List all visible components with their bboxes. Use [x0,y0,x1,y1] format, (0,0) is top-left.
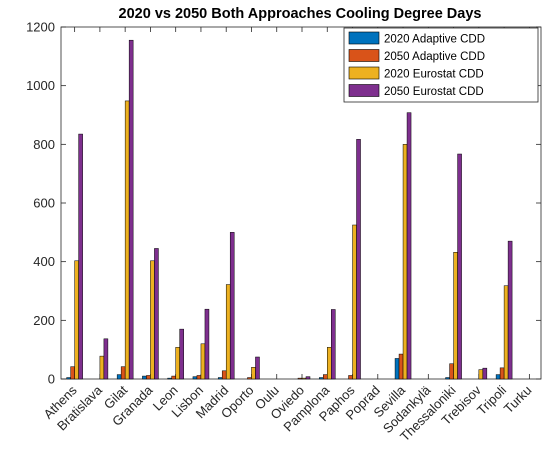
bar [78,133,83,380]
bar [319,377,324,380]
y-tick-label: 600 [33,196,55,211]
bar [323,374,328,380]
bar [154,248,159,380]
bar [142,375,147,380]
bar [225,284,231,380]
bar [124,100,130,380]
bar [128,39,134,380]
legend-swatch [348,31,380,45]
x-tick-label: Turku [501,383,535,417]
bar [255,356,260,380]
bar [66,377,71,380]
bar [297,377,303,380]
bar [229,232,235,380]
bar [70,366,75,380]
bar [394,358,400,380]
bar [327,347,332,380]
y-tick-label: 0 [48,372,55,387]
bar [449,363,454,380]
legend-swatch [348,66,380,80]
legend-swatch [348,84,380,97]
bar [457,153,462,380]
bar [402,144,408,380]
bar [116,374,122,380]
legend-label: 2020 Adaptive CDD [384,34,485,46]
bar [167,377,172,380]
legend-label: 2050 Eurostat CDD [384,86,484,98]
bar [171,375,176,380]
chart-title: 2020 vs 2050 Both Approaches Cooling Deg… [119,6,482,22]
bar [74,260,79,380]
legend-swatch [348,49,380,62]
bar [503,285,509,380]
bar [453,252,458,380]
bar [196,375,202,380]
bar [221,370,227,380]
bar [406,112,412,380]
legend-label: 2050 Adaptive CDD [384,51,485,63]
bar [348,375,353,380]
y-tick-label: 200 [33,313,55,328]
bar [352,224,357,380]
bar [179,328,184,380]
bar [217,377,223,380]
legend-label: 2020 Eurostat CDD [384,69,484,81]
bar [146,375,151,380]
bar [150,260,155,380]
bar [301,377,307,380]
bar [204,308,210,380]
bar [99,355,105,380]
y-tick-label: 800 [33,137,55,152]
x-tick-label: Tripoli [474,382,509,417]
bar [247,377,252,380]
y-tick-label: 400 [33,254,55,269]
bar [120,366,126,380]
bar [200,343,206,380]
bar [251,367,256,380]
y-tick-label: 1200 [26,20,55,35]
bar [495,374,501,380]
legend: 2020 Adaptive CDD 2050 Adaptive CDD 2020 E… [343,27,539,103]
bar [331,309,336,380]
bar [305,376,311,380]
bar [478,369,484,380]
y-tick-label: 1000 [26,78,55,93]
bar [398,353,404,380]
bar [507,240,513,380]
bar [499,367,505,380]
bar [175,347,180,380]
bar [103,338,109,380]
bar [482,367,488,380]
bar [445,377,450,380]
bar [356,139,361,380]
bar [192,376,198,380]
